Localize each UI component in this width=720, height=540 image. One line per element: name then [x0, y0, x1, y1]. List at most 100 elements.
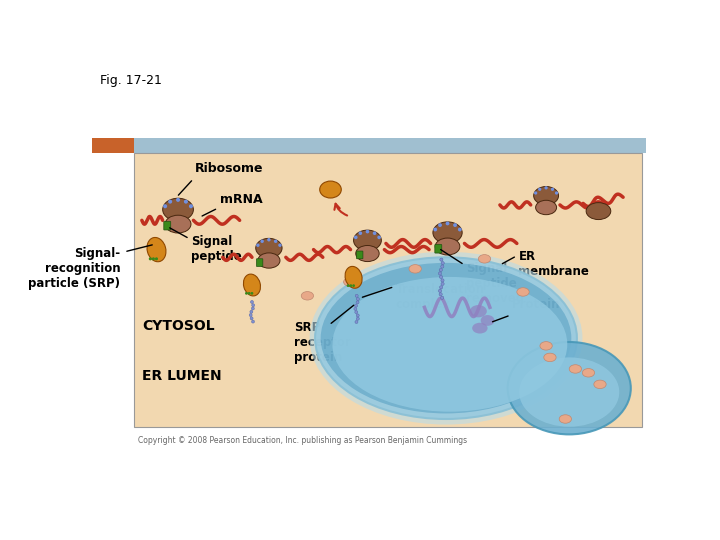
Circle shape	[163, 204, 167, 208]
Ellipse shape	[147, 238, 166, 262]
Ellipse shape	[243, 274, 261, 296]
Ellipse shape	[320, 181, 341, 198]
Circle shape	[155, 257, 158, 260]
Circle shape	[441, 265, 444, 268]
Circle shape	[249, 314, 252, 316]
Ellipse shape	[343, 278, 356, 286]
FancyBboxPatch shape	[435, 245, 442, 253]
Ellipse shape	[559, 415, 572, 423]
Ellipse shape	[478, 254, 490, 263]
Circle shape	[349, 284, 352, 287]
Circle shape	[278, 244, 282, 247]
Text: CYTOSOL: CYTOSOL	[142, 319, 215, 333]
Circle shape	[354, 307, 357, 310]
Circle shape	[439, 293, 442, 296]
Circle shape	[245, 292, 248, 295]
Text: ER LUMEN: ER LUMEN	[142, 369, 222, 383]
Circle shape	[274, 240, 277, 243]
Ellipse shape	[517, 288, 529, 296]
Ellipse shape	[594, 380, 606, 389]
Ellipse shape	[163, 198, 194, 221]
Circle shape	[534, 191, 537, 194]
Circle shape	[359, 231, 362, 235]
Ellipse shape	[354, 230, 382, 251]
FancyBboxPatch shape	[256, 259, 263, 266]
Text: mRNA: mRNA	[220, 193, 262, 206]
FancyBboxPatch shape	[163, 221, 171, 230]
Circle shape	[168, 200, 172, 204]
Circle shape	[446, 221, 449, 225]
Text: Signal-
recognition
particle (SRP): Signal- recognition particle (SRP)	[28, 247, 120, 289]
Ellipse shape	[333, 277, 567, 411]
Bar	[134, 153, 642, 427]
Ellipse shape	[570, 364, 582, 373]
Text: Signal
peptide
removed: Signal peptide removed	[466, 262, 524, 305]
Ellipse shape	[165, 215, 191, 233]
Circle shape	[377, 235, 381, 239]
Text: ER
membrane: ER membrane	[518, 249, 589, 278]
Circle shape	[355, 294, 358, 298]
Circle shape	[373, 231, 377, 235]
Circle shape	[355, 320, 358, 323]
Circle shape	[256, 244, 260, 247]
Circle shape	[551, 187, 554, 191]
Ellipse shape	[433, 222, 462, 244]
Circle shape	[366, 230, 369, 233]
Circle shape	[346, 284, 349, 287]
Ellipse shape	[540, 342, 552, 350]
Circle shape	[251, 320, 254, 323]
Circle shape	[355, 310, 358, 314]
Bar	[92, 138, 647, 153]
Circle shape	[441, 282, 444, 286]
Circle shape	[250, 317, 253, 320]
Ellipse shape	[409, 265, 421, 273]
Circle shape	[440, 258, 443, 261]
Circle shape	[354, 235, 358, 239]
Circle shape	[250, 310, 253, 313]
Ellipse shape	[534, 186, 559, 205]
Ellipse shape	[472, 323, 487, 334]
Ellipse shape	[519, 357, 619, 427]
Ellipse shape	[258, 253, 280, 268]
Circle shape	[251, 307, 254, 310]
Circle shape	[555, 191, 558, 194]
Circle shape	[356, 301, 359, 304]
Ellipse shape	[481, 315, 495, 326]
Circle shape	[248, 292, 251, 295]
FancyBboxPatch shape	[356, 251, 363, 259]
Ellipse shape	[586, 202, 611, 220]
Ellipse shape	[356, 246, 379, 261]
Circle shape	[544, 186, 548, 190]
Ellipse shape	[536, 200, 557, 215]
Circle shape	[252, 303, 255, 307]
Circle shape	[251, 300, 253, 303]
Circle shape	[458, 227, 462, 232]
Circle shape	[439, 275, 443, 279]
Circle shape	[352, 284, 355, 287]
Text: Signal
peptide: Signal peptide	[191, 235, 242, 263]
Circle shape	[251, 292, 253, 295]
Circle shape	[152, 257, 155, 260]
Circle shape	[356, 314, 359, 317]
Text: Fig. 17-21: Fig. 17-21	[99, 74, 161, 87]
Circle shape	[261, 240, 264, 243]
Text: Copyright © 2008 Pearson Education, Inc. publishing as Pearson Benjamin Cummings: Copyright © 2008 Pearson Education, Inc.…	[138, 436, 467, 445]
Text: Translocation
complex: Translocation complex	[396, 283, 485, 310]
Circle shape	[189, 204, 193, 208]
Circle shape	[176, 198, 180, 202]
Circle shape	[149, 257, 152, 260]
Circle shape	[354, 304, 358, 307]
Ellipse shape	[315, 257, 577, 419]
Circle shape	[439, 286, 443, 289]
Circle shape	[267, 238, 271, 241]
Circle shape	[538, 187, 541, 191]
Ellipse shape	[582, 369, 595, 377]
Circle shape	[184, 200, 188, 204]
Circle shape	[438, 272, 441, 275]
Circle shape	[441, 261, 444, 265]
Ellipse shape	[256, 238, 282, 258]
Circle shape	[439, 268, 442, 272]
Ellipse shape	[301, 292, 314, 300]
Ellipse shape	[435, 238, 460, 255]
Circle shape	[433, 227, 437, 232]
